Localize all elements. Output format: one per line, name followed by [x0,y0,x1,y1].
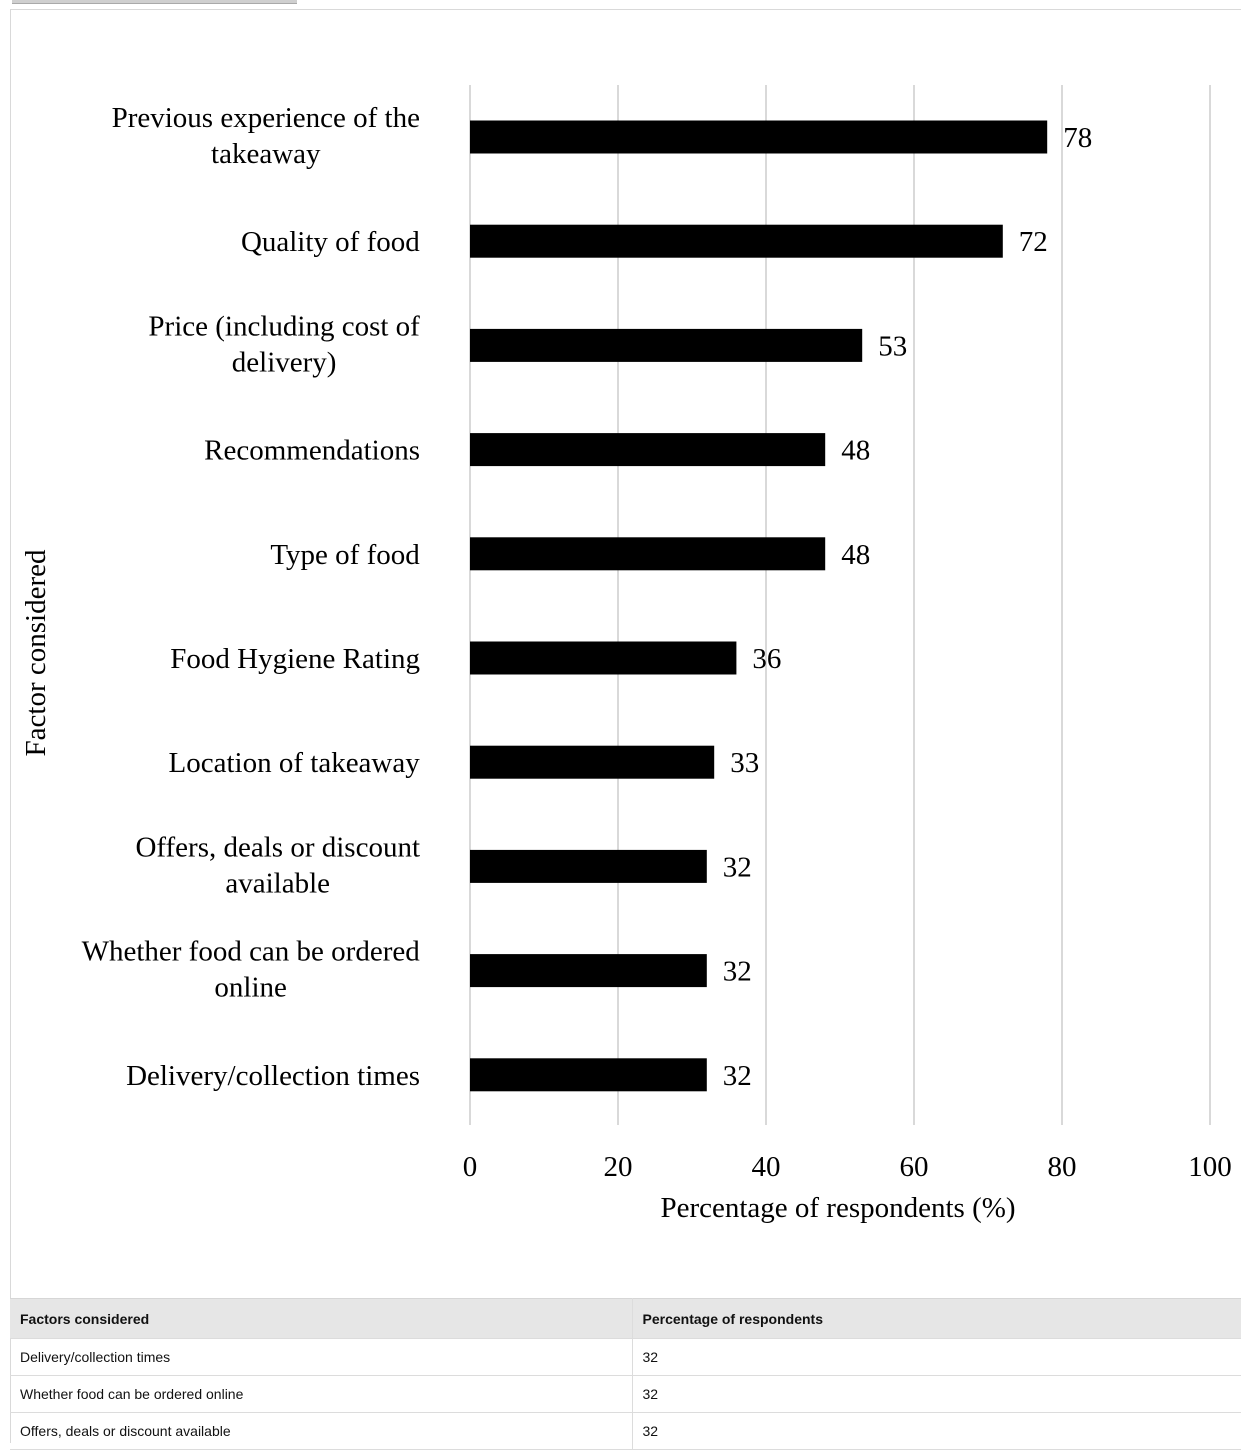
bar [470,224,1003,258]
category-label: Whether food can be ordered online [82,936,421,1004]
table-cell-factor: Offers, deals or discount available [10,1412,633,1450]
x-tick-label: 100 [1188,1151,1232,1183]
category-label-line: Delivery/collection times [126,1060,420,1092]
data-label: 32 [723,956,752,988]
category-label: Quality of food [241,226,420,258]
data-labels: 78 72 53 48 48 36 33 32 32 32 [723,122,1092,1092]
x-tick-label: 60 [900,1151,929,1183]
category-label-line: Offers, deals or discount [135,831,420,863]
data-label: 53 [878,330,907,362]
panel-tab[interactable] [12,0,297,4]
gridlines [469,85,1211,1125]
category-label-line: Price (including cost of [148,310,420,342]
x-axis-ticks: 0 20 40 60 80 100 [463,1151,1232,1183]
bar [470,537,826,571]
table-cell-factor: Delivery/collection times [10,1338,633,1376]
data-label: 33 [730,747,759,779]
category-label-line: Recommendations [204,435,420,467]
category-label: Recommendations [204,435,420,467]
data-label: 36 [752,643,781,675]
x-tick-label: 0 [463,1151,478,1183]
category-label: Delivery/collection times [126,1060,420,1092]
category-label-line: online [214,972,287,1004]
data-label: 48 [841,539,870,571]
bars [470,120,1048,1092]
category-label-line: Location of takeaway [169,747,421,779]
category-label-line: delivery) [232,346,337,378]
table-row: Delivery/collection times 32 [10,1338,1241,1376]
data-label: 78 [1063,122,1092,154]
category-label-line: Food Hygiene Rating [170,643,420,675]
category-label-line: available [225,867,330,899]
table-header-percentage: Percentage of respondents [632,1298,1241,1339]
chart-panel [10,9,1241,1443]
bar [470,745,715,779]
category-label: Location of takeaway [169,747,421,779]
bar [470,849,707,883]
bar [470,120,1048,154]
table-cell-percentage: 32 [632,1412,1241,1450]
data-label: 32 [723,851,752,883]
category-label-line: Type of food [270,539,420,571]
category-label: Food Hygiene Rating [170,643,420,675]
data-table: Factors considered Percentage of respond… [10,1298,1241,1450]
bar [470,433,826,467]
category-label: Type of food [270,539,420,571]
bar-chart: Previous experience of the takeaway Qualit… [20,85,1232,1224]
category-label: Offers, deals or discount available [135,831,420,899]
bar [470,954,707,988]
bar [470,328,863,362]
category-labels: Previous experience of the takeaway Qualit… [82,102,421,1092]
table-row: Offers, deals or discount available 32 [10,1412,1241,1450]
x-tick-label: 20 [604,1151,633,1183]
table-header-factor: Factors considered [10,1298,633,1339]
table-cell-percentage: 32 [632,1338,1241,1376]
category-label-line: Whether food can be ordered [82,936,421,968]
category-label: Previous experience of the takeaway [112,102,420,170]
category-label: Price (including cost of delivery) [148,310,420,378]
bar [470,1058,707,1092]
category-label-line: takeaway [211,138,321,170]
table-cell-factor: Whether food can be ordered online [10,1375,633,1413]
x-tick-label: 40 [752,1151,781,1183]
bar [470,641,737,675]
data-label: 32 [723,1060,752,1092]
category-label-line: Quality of food [241,226,420,258]
category-label-line: Previous experience of the [112,102,420,134]
x-axis-title: Percentage of respondents (%) [660,1192,1015,1224]
y-axis-title: Factor considered [20,549,52,756]
data-label: 72 [1019,226,1048,258]
table-cell-percentage: 32 [632,1375,1241,1413]
table-row: Whether food can be ordered online 32 [10,1375,1241,1413]
table-header-row: Factors considered Percentage of respond… [10,1298,1241,1339]
x-tick-label: 80 [1048,1151,1077,1183]
data-label: 48 [841,435,870,467]
